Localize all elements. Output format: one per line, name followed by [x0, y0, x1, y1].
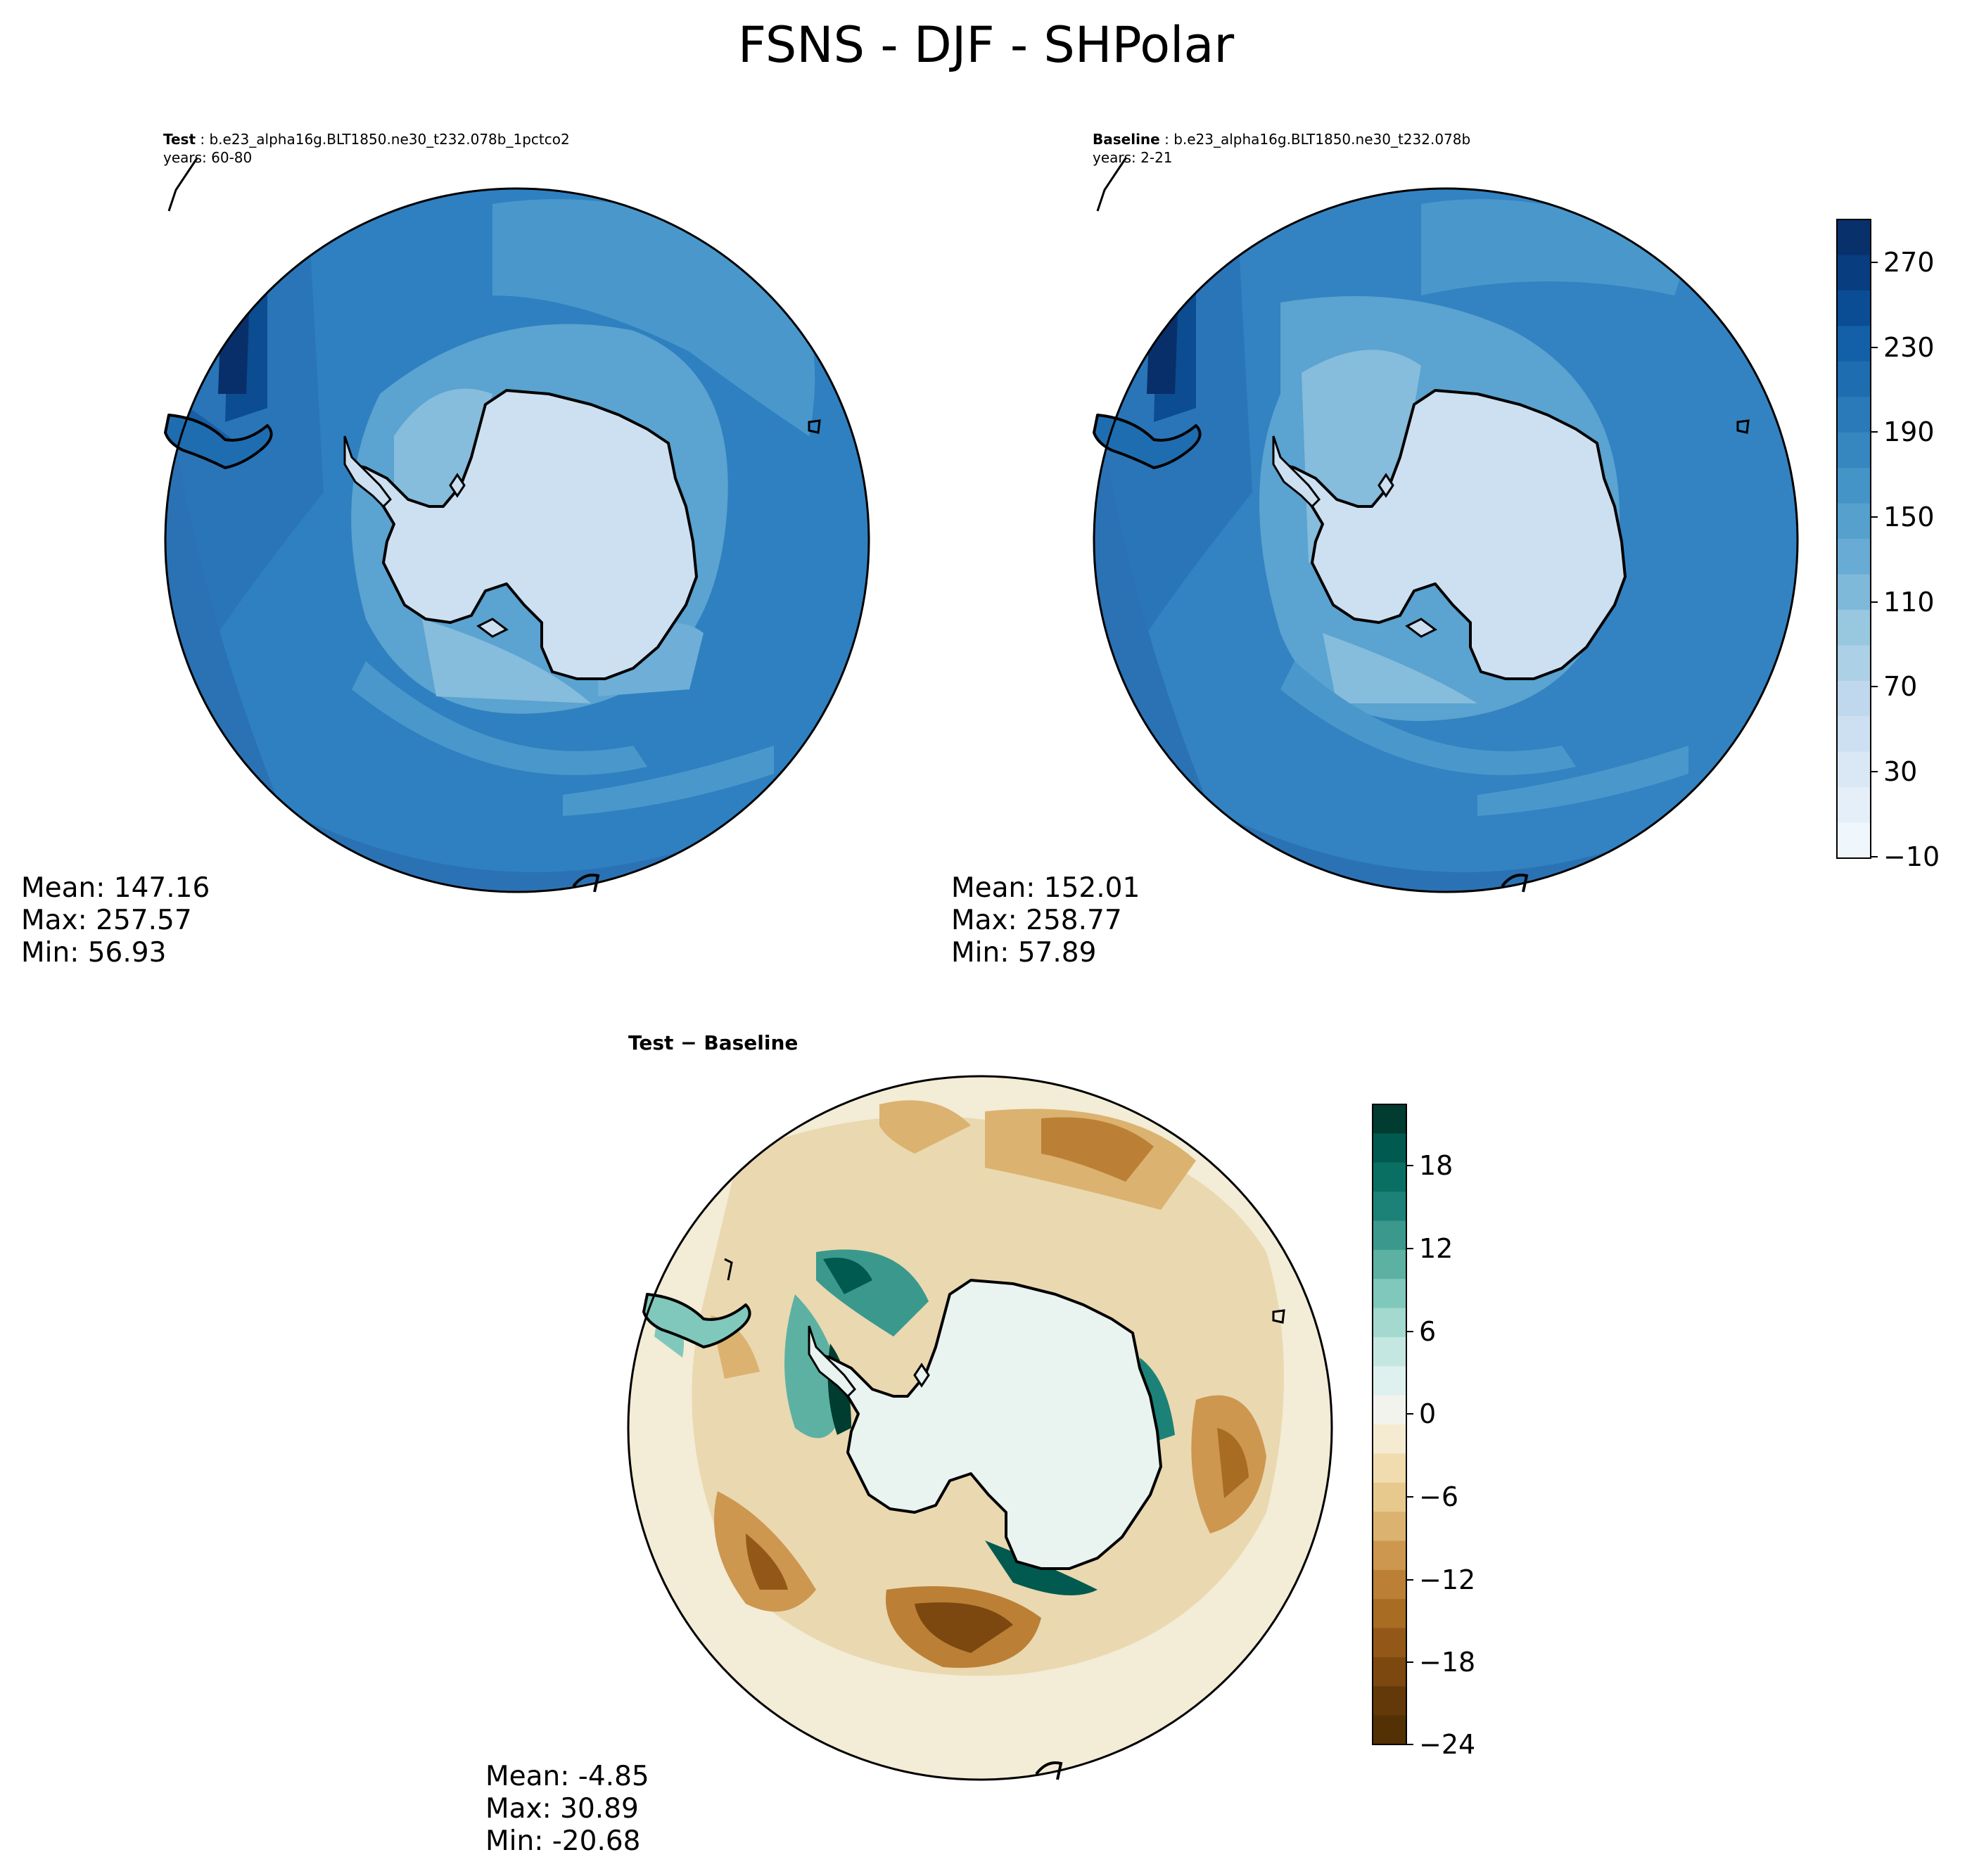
diff-max: Max: 30.89 — [485, 1793, 639, 1825]
top-colorbar-swatch — [1837, 361, 1871, 397]
top-colorbar-swatch — [1837, 503, 1871, 540]
diff-colorbar-swatch — [1373, 1220, 1406, 1251]
top-colorbar-swatch — [1837, 539, 1871, 575]
diff-colorbar-swatch — [1373, 1424, 1406, 1454]
diff-colorbar-swatch — [1373, 1569, 1406, 1600]
diff-colorbar-swatch — [1373, 1715, 1406, 1745]
top-colorbar-tick-label: 270 — [1883, 247, 1935, 278]
baseline-min: Min: 57.89 — [951, 937, 1097, 969]
top-colorbar-swatch — [1837, 468, 1871, 504]
top-colorbar-swatch — [1837, 326, 1871, 362]
top-colorbar-tick-label: 190 — [1883, 416, 1935, 447]
baseline-panel-title: Baseline : b.e23_alpha16g.BLT1850.ne30_t… — [1093, 131, 1471, 166]
top-colorbar-tick-label: 70 — [1883, 671, 1917, 702]
diff-colorbar-swatch — [1373, 1482, 1406, 1512]
top-colorbar-swatch — [1837, 290, 1871, 326]
diff-colorbar-swatch — [1373, 1540, 1406, 1571]
test-map — [164, 158, 870, 893]
top-colorbar-swatch — [1837, 751, 1871, 788]
diff-colorbar-frame — [1372, 1104, 1407, 1745]
top-colorbar-swatch — [1837, 787, 1871, 824]
diff-colorbar-swatch — [1373, 1133, 1406, 1163]
diff-colorbar-tick-label: 18 — [1419, 1150, 1453, 1181]
diff-colorbar-swatch — [1373, 1395, 1406, 1425]
test-panel-title: Test : b.e23_alpha16g.BLT1850.ne30_t232.… — [163, 131, 570, 166]
diff-colorbar-swatch — [1373, 1279, 1406, 1309]
top-colorbar-swatch — [1837, 609, 1871, 646]
test-max: Max: 257.57 — [21, 905, 192, 936]
diff-colorbar-tick-label: −6 — [1419, 1481, 1458, 1512]
diff-mean: Mean: -4.85 — [485, 1761, 649, 1792]
test-min: Min: 56.93 — [21, 937, 167, 969]
top-colorbar-swatch — [1837, 397, 1871, 433]
test-stats: Mean: 147.16 Max: 257.57 Min: 56.93 — [21, 872, 210, 969]
test-years: years: 60-80 — [163, 149, 253, 166]
baseline-map — [1093, 158, 1799, 893]
diff-colorbar-swatch — [1373, 1628, 1406, 1658]
top-colorbar-swatch — [1837, 822, 1871, 859]
diff-colorbar-swatch — [1373, 1104, 1406, 1134]
top-colorbar-swatch — [1837, 219, 1871, 256]
colorbar-top: 270 230 190 150 110 70 30 −10 — [1836, 219, 1940, 872]
baseline-stats: Mean: 152.01 Max: 258.77 Min: 57.89 — [951, 872, 1140, 969]
diff-colorbar-tick-label: 12 — [1419, 1233, 1453, 1264]
diff-colorbar-tick-label: −18 — [1419, 1647, 1475, 1678]
diff-colorbar-tick-label: −12 — [1419, 1564, 1475, 1595]
top-colorbar-swatch — [1837, 432, 1871, 468]
top-colorbar-frame — [1836, 219, 1871, 859]
top-colorbar-tick-label: 30 — [1883, 756, 1917, 787]
baseline-label: Baseline — [1093, 131, 1160, 148]
test-label: Test — [163, 131, 196, 148]
diff-colorbar-swatch — [1373, 1453, 1406, 1483]
test-case-name: b.e23_alpha16g.BLT1850.ne30_t232.078b_1p… — [209, 131, 570, 148]
diff-colorbar-swatch — [1373, 1336, 1406, 1367]
test-mean: Mean: 147.16 — [21, 872, 210, 904]
diff-colorbar-tick-label: 6 — [1419, 1316, 1436, 1347]
top-colorbar-tick-label: 230 — [1883, 332, 1935, 363]
diff-colorbar-swatch — [1373, 1162, 1406, 1192]
baseline-max: Max: 258.77 — [951, 905, 1122, 936]
diff-colorbar-swatch — [1373, 1366, 1406, 1396]
diff-colorbar-tick-label: −24 — [1419, 1729, 1475, 1760]
top-colorbar-swatch — [1837, 680, 1871, 717]
diff-colorbar-swatch — [1373, 1686, 1406, 1716]
top-colorbar-swatch — [1837, 716, 1871, 753]
diff-panel-title: Test − Baseline — [628, 1031, 799, 1054]
diff-colorbar-swatch — [1373, 1512, 1406, 1542]
baseline-mean: Mean: 152.01 — [951, 872, 1140, 904]
top-colorbar-swatch — [1837, 574, 1871, 611]
figure-title: FSNS - DJF - SHPolar — [737, 16, 1235, 74]
diff-stats: Mean: -4.85 Max: 30.89 Min: -20.68 — [485, 1761, 649, 1858]
top-colorbar-tick-label: 110 — [1883, 587, 1935, 618]
diff-min: Min: -20.68 — [485, 1825, 641, 1857]
diff-colorbar-swatch — [1373, 1657, 1406, 1687]
diff-colorbar-swatch — [1373, 1308, 1406, 1338]
colorbar-diff: 18 12 6 0 −6 −12 −18 −24 — [1372, 1104, 1475, 1760]
top-colorbar-tick-label: 150 — [1883, 502, 1935, 532]
diff-colorbar-tick-label: 0 — [1419, 1398, 1436, 1429]
baseline-years: years: 2-21 — [1093, 149, 1173, 166]
diff-colorbar-swatch — [1373, 1599, 1406, 1629]
top-colorbar-swatch — [1837, 645, 1871, 682]
top-colorbar-swatch — [1837, 255, 1871, 291]
top-colorbar-tick-label: −10 — [1883, 841, 1940, 872]
baseline-case-name: b.e23_alpha16g.BLT1850.ne30_t232.078b — [1173, 131, 1471, 148]
diff-colorbar-swatch — [1373, 1249, 1406, 1280]
diff-colorbar-swatch — [1373, 1192, 1406, 1222]
diff-map — [627, 1075, 1333, 1781]
